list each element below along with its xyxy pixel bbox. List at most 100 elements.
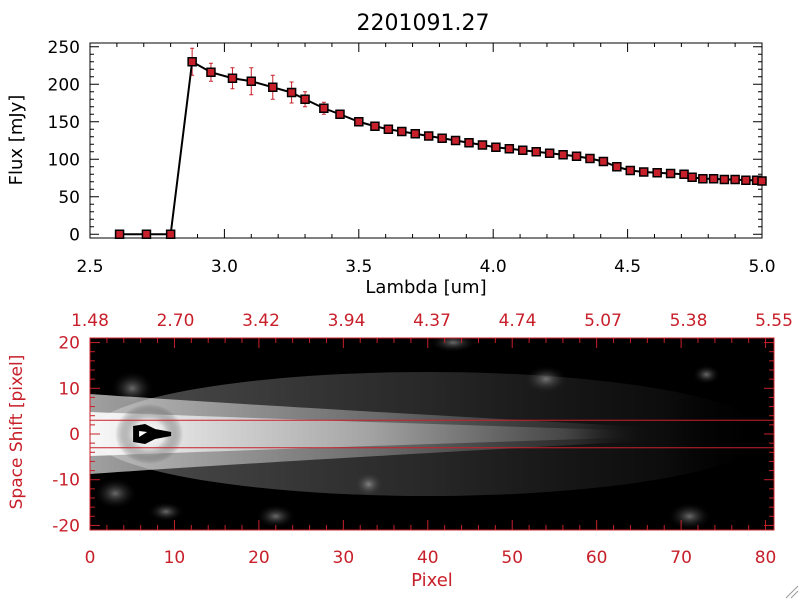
y-tick-label: 250 [48, 38, 80, 58]
chart-title: 2201091.27 [357, 11, 490, 36]
y-axis-label: Flux [mJy] [6, 95, 27, 186]
data-point [679, 169, 689, 179]
data-point [625, 165, 636, 176]
pixel-tick-label: 40 [417, 548, 439, 568]
data-point [370, 121, 380, 131]
data-point [410, 129, 420, 139]
image-panel: 0 10 20 30 40 50 60 70 80 -20 -10 0 10 20 1.48 2.70 3.42… [7, 311, 793, 591]
data-point [383, 124, 394, 134]
data-point [354, 117, 364, 127]
flux-markers [114, 57, 767, 239]
data-point [531, 147, 541, 157]
noise-blob [255, 504, 296, 529]
saturated-core [133, 424, 172, 444]
wavelength-tick-label: 5.55 [755, 311, 793, 331]
y-tick-label: 100 [48, 150, 80, 170]
pixel-tick-label: 30 [333, 548, 355, 568]
data-point [652, 168, 662, 178]
pixel-tick-label: 50 [501, 548, 523, 568]
data-point [741, 175, 751, 185]
data-point [286, 87, 297, 98]
spectrum-panel: 2201091.27 2.5 3.0 3.5 4.0 4.5 5.0 0 50 100 150 20… [6, 11, 776, 298]
data-point [300, 94, 310, 104]
trace-core [90, 412, 648, 456]
pixel-tick-label: 0 [85, 548, 96, 568]
data-point [665, 168, 676, 179]
data-point [114, 229, 125, 239]
x-tick-label: 4.5 [614, 257, 641, 277]
data-point [246, 76, 257, 86]
y-tick-label: 50 [58, 188, 80, 208]
data-point [730, 174, 740, 185]
data-point [612, 162, 622, 172]
space-shift-tick-label: 20 [58, 334, 80, 354]
data-point [450, 135, 461, 146]
data-point [477, 140, 488, 150]
noise-blob [692, 364, 721, 385]
x-tick-label: 4.0 [480, 257, 507, 277]
wavelength-tick-label: 5.38 [670, 311, 708, 331]
data-point [698, 174, 708, 184]
space-shift-tick-label: -20 [52, 516, 80, 536]
wavelength-tick-label: 4.74 [499, 311, 537, 331]
spectrum-image [90, 338, 774, 530]
data-point [518, 145, 528, 155]
wavelength-tick-label: 4.37 [413, 311, 451, 331]
data-point [504, 144, 515, 154]
y-tick-label: 150 [48, 113, 80, 133]
x-tick-label: 5.0 [748, 257, 775, 277]
data-point [571, 151, 582, 161]
wavelength-tick-label: 3.94 [328, 311, 366, 331]
space-shift-axis-label: Space Shift [pixel] [7, 355, 27, 510]
data-point [638, 167, 649, 177]
pixel-tick-label: 20 [248, 548, 270, 568]
data-point [319, 103, 329, 113]
noise-blob [429, 338, 478, 353]
data-point [464, 138, 474, 148]
y-tick-label: 200 [48, 75, 80, 95]
data-point [141, 229, 152, 239]
y-tick-label: 0 [69, 225, 80, 245]
error-bars [190, 47, 764, 184]
space-shift-tick-label: 0 [69, 425, 80, 445]
data-point [187, 57, 197, 67]
x-axis-label: Lambda [um] [365, 277, 486, 298]
spectrum-plot-frame [89, 42, 763, 239]
noise-blob [667, 502, 712, 530]
space-shift-tick-label: -10 [52, 471, 80, 491]
data-point [437, 133, 447, 143]
data-point [165, 229, 176, 239]
extraction-window [90, 419, 774, 449]
wavelength-tick-label: 5.07 [584, 311, 622, 331]
image-axis-ticks: 0 10 20 30 40 50 60 70 80 -20 -10 0 10 20 1.48 2.70 3.42… [52, 311, 793, 568]
wavelength-tick-label: 3.42 [242, 311, 280, 331]
space-shift-tick-label: 10 [58, 379, 80, 399]
data-point [423, 131, 434, 141]
data-point [708, 174, 719, 184]
data-point [757, 176, 767, 186]
spectral-trace [90, 372, 766, 496]
x-tick-label: 3.0 [211, 257, 238, 277]
resize-grip-icon[interactable] [785, 585, 799, 599]
data-point [268, 82, 278, 92]
saturated-core-highlight [139, 431, 148, 437]
data-point [491, 142, 501, 152]
data-point [227, 73, 238, 83]
data-point [397, 126, 407, 137]
wavelength-tick-label: 1.48 [71, 311, 109, 331]
data-point [719, 174, 730, 185]
noise-blob [93, 477, 138, 510]
data-point [544, 148, 555, 158]
pixel-tick-label: 80 [755, 548, 777, 568]
data-point [585, 153, 595, 164]
data-point [206, 67, 216, 77]
pixel-axis-label: Pixel [411, 570, 453, 591]
x-tick-label: 2.5 [76, 257, 103, 277]
flux-line [119, 60, 763, 236]
pixel-tick-label: 70 [670, 548, 692, 568]
data-point [558, 150, 568, 160]
noise-blob [148, 501, 184, 522]
data-point [687, 172, 697, 182]
data-point [598, 156, 609, 167]
